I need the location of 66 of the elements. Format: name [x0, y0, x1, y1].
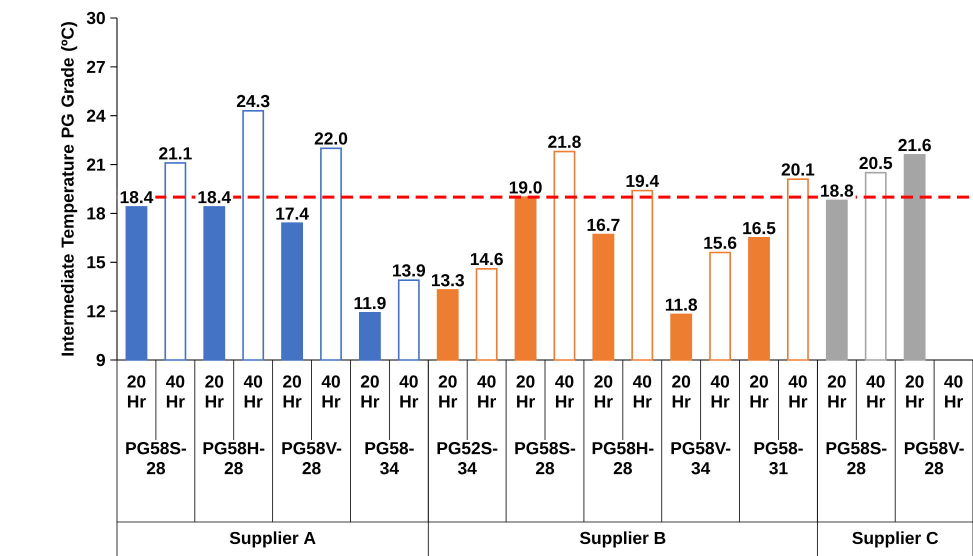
x-tick-label: PG58H-28 [592, 442, 654, 474]
text: 40 Hr [399, 375, 418, 408]
x-tick-label: PG58H-28 [204, 442, 264, 474]
text: 20 Hr [360, 375, 380, 408]
y-tick-label: 9 [96, 354, 105, 366]
data-label: 19.0 [510, 181, 542, 194]
text: Supplier A [230, 531, 316, 548]
x-tick-label: PG58V-28 [904, 442, 964, 474]
x-tick-label: PG58V-34 [671, 442, 730, 474]
text: 20 Hr [828, 375, 846, 408]
data-label: 16.5 [743, 222, 776, 234]
data-label: 18.8 [821, 184, 854, 197]
text: Supplier C [852, 531, 938, 548]
text: 20 Hr [283, 375, 302, 408]
text: 40 Hr [710, 375, 730, 408]
x-tick-label: PG58S-28 [515, 442, 576, 474]
y-tick-label: 30 [86, 12, 105, 24]
y-axis-title: Intermediate Temperature PG Grade (ºC) [61, 22, 78, 356]
y-tick-label: 21 [86, 158, 106, 171]
x-tick-label: PG58-34 [365, 442, 414, 474]
text: 20 Hr [750, 375, 768, 408]
data-label: 24.3 [236, 94, 270, 108]
data-label: 22.0 [314, 132, 348, 145]
data-label: 17.4 [276, 208, 309, 220]
y-tick-label: 15 [87, 256, 106, 268]
text: 40 Hr [788, 375, 808, 408]
data-label: 13.9 [393, 264, 426, 277]
data-label: 18.4 [120, 191, 154, 204]
text: 20 Hr [672, 375, 691, 408]
text: 40 Hr [477, 375, 496, 408]
text: 40 Hr [244, 375, 263, 408]
text: 40 Hr [866, 375, 886, 408]
x-tick-label: PG58-31 [754, 442, 803, 474]
text: 20 Hr [906, 375, 924, 408]
x-tick-label: PG58S-28 [826, 442, 886, 474]
data-label: 20.5 [859, 156, 892, 170]
y-tick-label: 27 [86, 60, 105, 73]
data-label: 21.6 [898, 138, 931, 152]
y-tick-label: 18 [87, 207, 106, 220]
text: 20 Hr [438, 375, 458, 408]
data-label: 11.9 [354, 296, 386, 310]
text: 40 Hr [944, 375, 963, 408]
data-label: 21.1 [159, 147, 192, 160]
data-label: 13.3 [432, 274, 464, 286]
text: 40 Hr [322, 375, 340, 408]
data-label: 21.8 [548, 136, 581, 148]
text: Supplier B [580, 531, 666, 548]
data-label: 18.4 [198, 191, 232, 204]
x-tick-label: PG58S-28 [126, 442, 186, 474]
data-label: 11.8 [666, 298, 698, 311]
data-label: 15.6 [704, 236, 736, 249]
text: 40 Hr [632, 375, 652, 408]
series-label: 40 Hr [166, 375, 185, 408]
text: 20 Hr [516, 375, 535, 408]
text: 40 Hr [555, 375, 574, 408]
data-label: 19.4 [626, 174, 660, 188]
data-label: 14.6 [470, 252, 503, 266]
x-tick-label: PG52S-34 [438, 442, 498, 474]
y-tick-label: 12 [87, 305, 105, 318]
text: 20 Hr [594, 375, 613, 408]
series-label: 20 Hr [127, 375, 146, 408]
text: 20 Hr [205, 375, 224, 408]
data-label: 20.1 [782, 163, 814, 176]
x-tick-label: PG58V-28 [282, 442, 342, 474]
y-tick-label: 24 [86, 110, 106, 122]
data-label: 16.7 [588, 218, 620, 231]
